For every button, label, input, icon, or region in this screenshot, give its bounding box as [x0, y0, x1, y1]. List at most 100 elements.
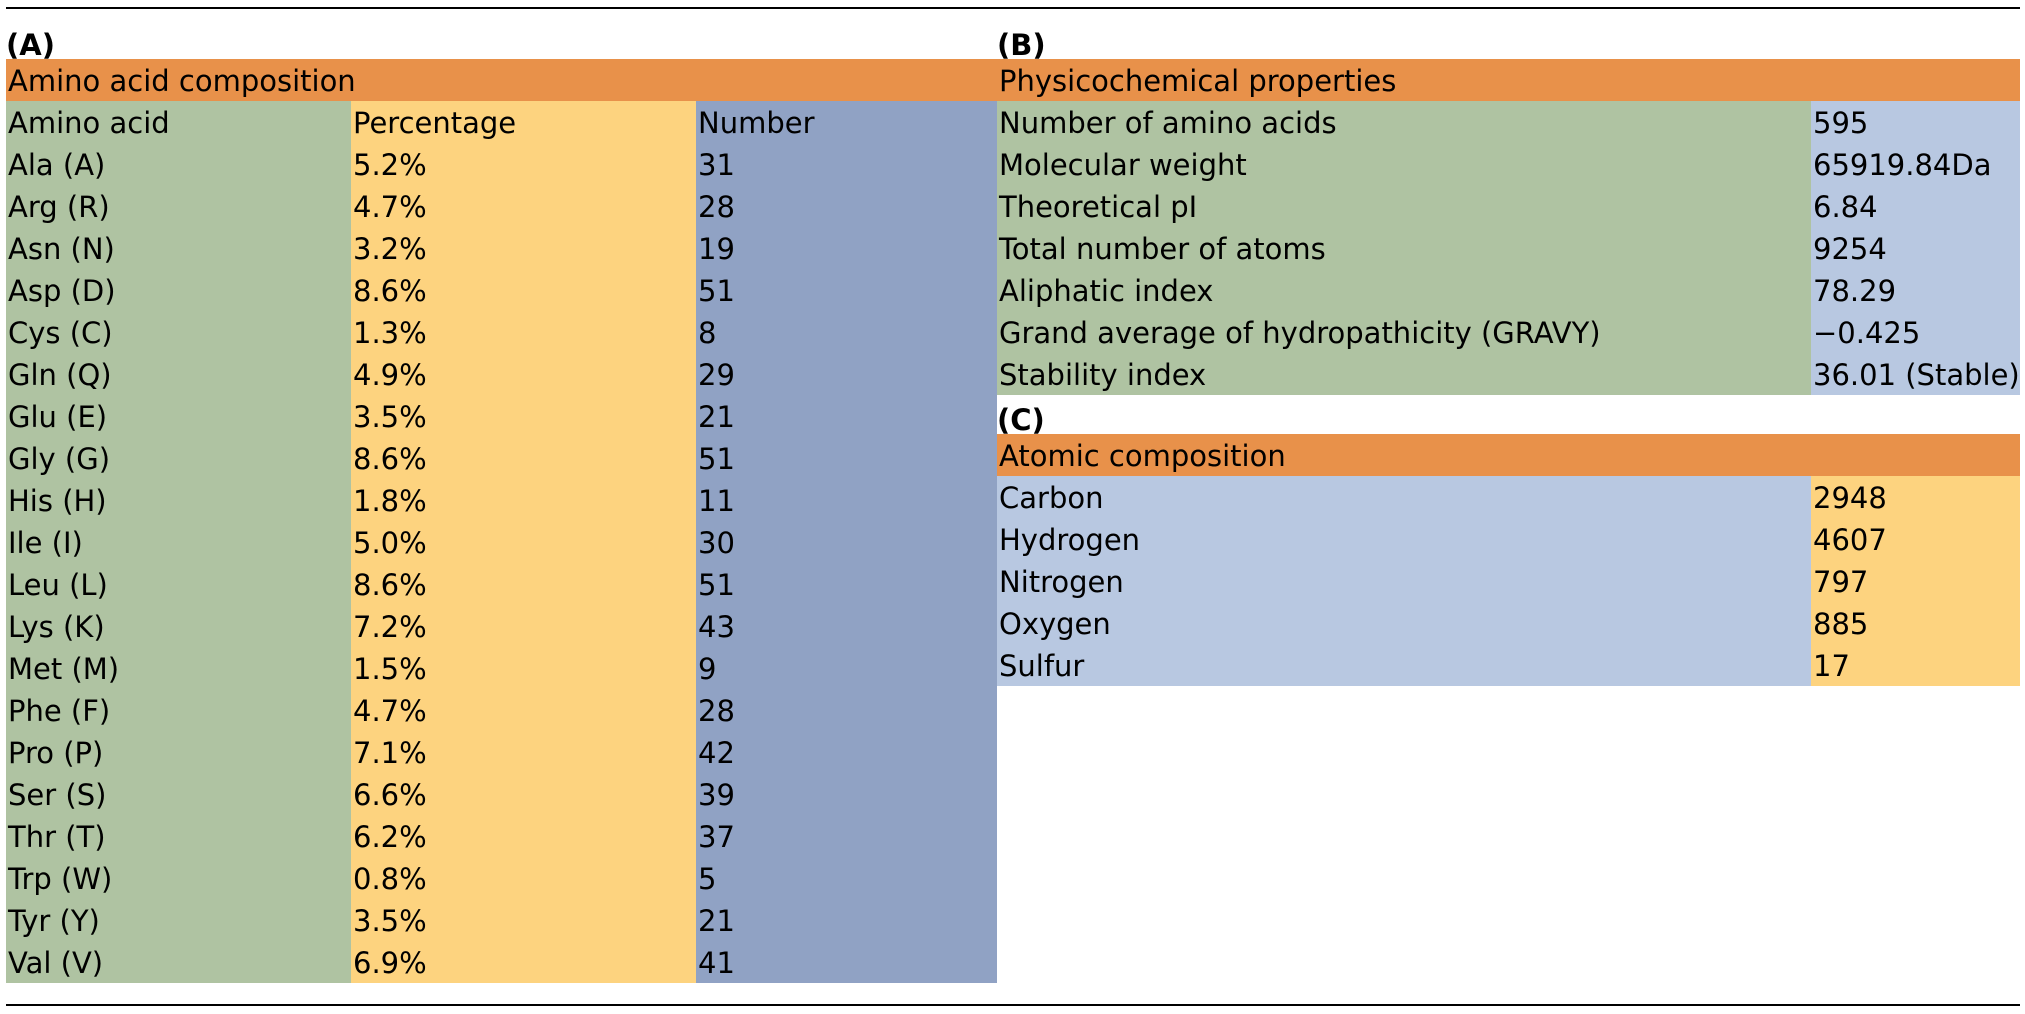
table-cell: Theoretical pI — [997, 185, 1811, 227]
panel-c-atomic-composition: (C) Atomic composition Carbon 2948 Hydroge… — [997, 403, 2020, 686]
table-row: Tyr (Y) 3.5% 21 — [6, 899, 997, 941]
table-cell: 8 — [696, 311, 997, 353]
table-cell: 21 — [696, 395, 997, 437]
table-cell: 6.84 — [1811, 185, 2020, 227]
table-cell: Arg (R) — [6, 185, 351, 227]
table-cell: 51 — [696, 437, 997, 479]
table-cell: Sulfur — [997, 644, 1811, 686]
table-row: Trp (W) 0.8% 5 — [6, 857, 997, 899]
table-cell: Pro (P) — [6, 731, 351, 773]
table-row: Ser (S) 6.6% 39 — [6, 773, 997, 815]
table-row: Leu (L) 8.6% 51 — [6, 563, 997, 605]
table-cell: Grand average of hydropathicity (GRAVY) — [997, 311, 1811, 353]
table-cell: 1.5% — [351, 647, 696, 689]
table-cell: 0.8% — [351, 857, 696, 899]
table-cell: 3.5% — [351, 395, 696, 437]
table-row: Number of amino acids 595 — [997, 101, 2020, 143]
table-row: Oxygen 885 — [997, 602, 2020, 644]
table-cell: 3.5% — [351, 899, 696, 941]
table-cell: 39 — [696, 773, 997, 815]
table-cell: 42 — [696, 731, 997, 773]
table-cell: Ile (I) — [6, 521, 351, 563]
table-cell: Molecular weight — [997, 143, 1811, 185]
table-cell: 797 — [1811, 560, 2020, 602]
table-body: Number of amino acids 595 Molecular weight… — [997, 101, 2020, 395]
table-header: Physicochemical properties — [997, 59, 2020, 101]
table-cell: 9 — [696, 647, 997, 689]
table-cell: Phe (F) — [6, 689, 351, 731]
table-cell: Number of amino acids — [997, 101, 1811, 143]
table-cell: 7.1% — [351, 731, 696, 773]
table-row: Pro (P) 7.1% 42 — [6, 731, 997, 773]
table-cell: 21 — [696, 899, 997, 941]
table-cell: 1.8% — [351, 479, 696, 521]
table-cell: 31 — [696, 143, 997, 185]
table-cell: 5.0% — [351, 521, 696, 563]
table-cell: Lys (K) — [6, 605, 351, 647]
top-rule — [6, 7, 2020, 9]
table-cell: Total number of atoms — [997, 227, 1811, 269]
table-cell: 7.2% — [351, 605, 696, 647]
table-row: Asn (N) 3.2% 19 — [6, 227, 997, 269]
table-cell: 29 — [696, 353, 997, 395]
table-cell: 6.2% — [351, 815, 696, 857]
table-cell: 17 — [1811, 644, 2020, 686]
table-cell: Aliphatic index — [997, 269, 1811, 311]
table-cell: Ser (S) — [6, 773, 351, 815]
table-cell: Carbon — [997, 476, 1811, 518]
table-body: Ala (A) 5.2% 31 Arg (R) 4.7% 28 Asn (N) 3.2% 19 A… — [6, 143, 997, 983]
table-cell: Asp (D) — [6, 269, 351, 311]
table-cell: 4607 — [1811, 518, 2020, 560]
table-cell: 8.6% — [351, 563, 696, 605]
table-row: Total number of atoms 9254 — [997, 227, 2020, 269]
table-cell: 6.6% — [351, 773, 696, 815]
table-row: Grand average of hydropathicity (GRAVY) −… — [997, 311, 2020, 353]
table-row: Val (V) 6.9% 41 — [6, 941, 997, 983]
table-row: Gly (G) 8.6% 51 — [6, 437, 997, 479]
table-row: Glu (E) 3.5% 21 — [6, 395, 997, 437]
panel-label: (C) — [997, 403, 1045, 437]
table-cell: 9254 — [1811, 227, 2020, 269]
panel-a-amino-acid-composition: (A) Amino acid composition Amino acid Pe… — [6, 28, 997, 983]
table-row: Gln (Q) 4.9% 29 — [6, 353, 997, 395]
table-row: Cys (C) 1.3% 8 — [6, 311, 997, 353]
table-row: Thr (T) 6.2% 37 — [6, 815, 997, 857]
table-cell: 595 — [1811, 101, 2020, 143]
table-cell: Oxygen — [997, 602, 1811, 644]
column-header: Number — [696, 101, 997, 143]
panel-b-physicochemical-properties: (B) Physicochemical properties Number of… — [997, 28, 2020, 395]
table-row: Arg (R) 4.7% 28 — [6, 185, 997, 227]
table-cell: Gly (G) — [6, 437, 351, 479]
table-cell: 885 — [1811, 602, 2020, 644]
table-cell: 5.2% — [351, 143, 696, 185]
table-cell: 65919.84Da — [1811, 143, 2020, 185]
table-row: Ile (I) 5.0% 30 — [6, 521, 997, 563]
table-cell: 19 — [696, 227, 997, 269]
table-cell: 3.2% — [351, 227, 696, 269]
table-cell: 28 — [696, 689, 997, 731]
table-cell: 43 — [696, 605, 997, 647]
table-row: Phe (F) 4.7% 28 — [6, 689, 997, 731]
table-row: Lys (K) 7.2% 43 — [6, 605, 997, 647]
table-cell: 8.6% — [351, 269, 696, 311]
table-row: His (H) 1.8% 11 — [6, 479, 997, 521]
table-cell: 41 — [696, 941, 997, 983]
table-cell: 51 — [696, 563, 997, 605]
panel-label: (B) — [997, 28, 1046, 62]
table-cell: 4.7% — [351, 185, 696, 227]
table-row: Molecular weight 65919.84Da — [997, 143, 2020, 185]
table-cell: Thr (T) — [6, 815, 351, 857]
table-cell: 1.3% — [351, 311, 696, 353]
table-cell: 5 — [696, 857, 997, 899]
table-cell: His (H) — [6, 479, 351, 521]
table-cell: Tyr (Y) — [6, 899, 351, 941]
panel-label: (A) — [6, 28, 55, 62]
table-cell: Asn (N) — [6, 227, 351, 269]
table-cell: Cys (C) — [6, 311, 351, 353]
table-row: Ala (A) 5.2% 31 — [6, 143, 997, 185]
table-cell: −0.425 — [1811, 311, 2020, 353]
table-cell: 4.9% — [351, 353, 696, 395]
column-header: Percentage — [351, 101, 696, 143]
table-cell: 37 — [696, 815, 997, 857]
table-cell: 4.7% — [351, 689, 696, 731]
